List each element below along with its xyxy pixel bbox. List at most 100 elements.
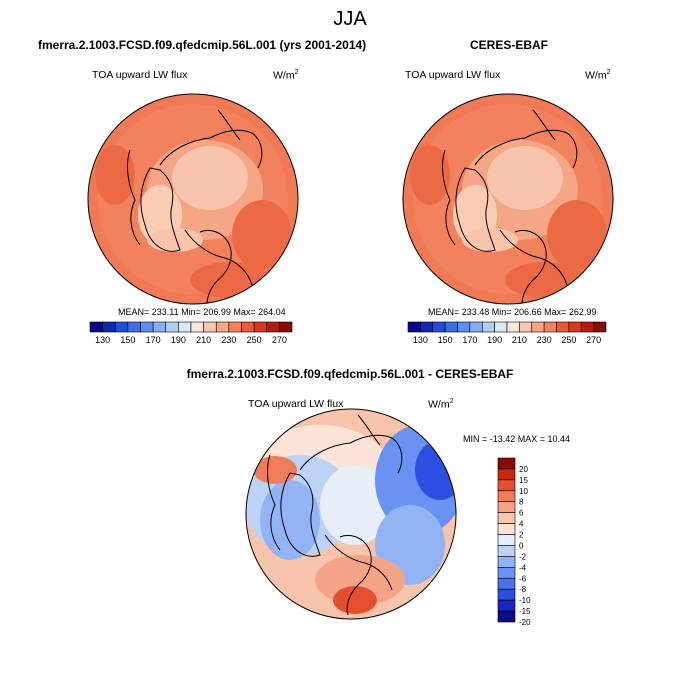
colorbar-diff-tick-label: -6 — [519, 574, 527, 583]
coastlines-diff — [267, 414, 403, 616]
colorbar-diff-swatch — [497, 556, 516, 568]
colorbar-obs-tick-label: 150 — [438, 335, 453, 345]
colorbar-model-swatch — [279, 321, 293, 333]
colorbar-model-swatch — [178, 321, 192, 333]
colorbar-model-swatch — [241, 321, 255, 333]
colorbar-obs-swatch — [407, 321, 421, 333]
colorbar-diff: 20 15 10 8 6 4 20 -2 -4 -6 -8 -10 -15 -20 — [497, 457, 531, 627]
colorbar-diff-swatch — [497, 545, 516, 557]
colorbar-diff-tick-label: -20 — [519, 618, 531, 627]
colorbar-obs-swatch — [469, 321, 483, 333]
colorbar-diff-swatch — [497, 567, 516, 579]
colorbar-diff-swatch — [497, 501, 516, 513]
colorbar-obs-swatch — [444, 321, 458, 333]
map-border-diff — [245, 408, 457, 620]
colorbar-model-swatch — [89, 321, 103, 333]
colorbar-obs-tick-label: 230 — [537, 335, 552, 345]
colorbar-obs-swatch — [494, 321, 508, 333]
panel-title-model: fmerra.2.1003.FCSD.f09.qfedcmip.56L.001 … — [38, 38, 367, 52]
colorbar-obs-tick-label: 270 — [586, 335, 601, 345]
colorbar-obs-swatch — [481, 321, 495, 333]
coastlines-model — [127, 109, 263, 304]
colorbar-obs-tick-label: 170 — [462, 335, 477, 345]
colorbar-diff-tick-label: -15 — [519, 607, 531, 616]
stats-diff: MIN = -13.42 MAX = 10.44 — [463, 434, 571, 444]
colorbar-model-tick-label: 250 — [247, 335, 262, 345]
colorbar-diff-tick-label: -4 — [519, 563, 527, 572]
colorbar-model-tick-label: 270 — [272, 335, 287, 345]
colorbar-model-tick-label: 210 — [196, 335, 211, 345]
units-label-obs: W/m2 — [585, 69, 611, 82]
colorbar-model-swatch — [102, 321, 116, 333]
colorbar-diff-swatch — [497, 599, 516, 612]
main-title: JJA — [333, 8, 367, 30]
colorbar-diff-tick-label: -2 — [519, 552, 527, 561]
colorbar-obs-swatch — [420, 321, 434, 333]
colorbar-model-swatch — [114, 321, 129, 333]
colorbar-diff-tick-label: 0 — [519, 541, 524, 550]
colorbar-diff-tick-label: 20 — [519, 465, 528, 474]
colorbar-model-tick-label: 170 — [146, 335, 161, 345]
colorbar-diff-swatch — [497, 588, 516, 601]
colorbar-model-swatch — [165, 321, 179, 333]
colorbar-obs-swatch — [506, 321, 520, 333]
colorbar-obs-swatch — [568, 321, 582, 333]
colorbar-diff-tick-label: 2 — [519, 531, 524, 540]
colorbar-model-swatch — [228, 321, 242, 333]
colorbar-obs-tick-label: 130 — [413, 335, 428, 345]
polar-map-diff — [246, 409, 456, 619]
colorbar-diff-swatch — [497, 490, 516, 503]
units-label-diff: W/m2 — [428, 398, 454, 411]
colorbar-obs-tick-label: 190 — [487, 335, 502, 345]
colorbar-obs-swatch — [457, 321, 471, 333]
colorbar-model: 130 150 170 190 210 230 250 270 — [89, 321, 293, 345]
colorbar-diff-tick-label: 15 — [519, 476, 528, 485]
colorbar-model-tick-label: 130 — [95, 335, 110, 345]
units-label-model: W/m2 — [273, 69, 299, 82]
colorbar-model-swatch — [127, 321, 141, 333]
variable-label-model: TOA upward LW flux — [92, 69, 188, 81]
map-border-obs — [402, 93, 614, 305]
polar-map-obs — [403, 94, 613, 304]
map-border-model — [87, 93, 299, 305]
colorbar-diff-tick-label: -10 — [519, 596, 531, 605]
colorbar-obs-swatch — [432, 321, 446, 333]
colorbar-model-swatch — [190, 321, 204, 333]
panel-title-diff: fmerra.2.1003.FCSD.f09.qfedcmip.56L.001 … — [186, 367, 514, 381]
colorbar-diff-tick-label: 4 — [519, 520, 524, 529]
colorbar-obs-tick-label: 210 — [512, 335, 527, 345]
colorbar-diff-swatch — [497, 523, 516, 535]
colorbar-diff-tick-label: 6 — [519, 509, 524, 518]
colorbar-obs-swatch — [519, 321, 533, 333]
colorbar-obs-swatch — [543, 321, 557, 333]
colorbar-obs-swatch — [531, 321, 545, 333]
colorbar-obs-swatch — [593, 321, 607, 333]
colorbar-model-swatch — [152, 321, 167, 333]
colorbar-obs-swatch — [580, 321, 594, 333]
colorbar-model-tick-label: 150 — [120, 335, 135, 345]
variable-label-diff: TOA upward LW flux — [248, 398, 344, 410]
colorbar-model-swatch — [253, 321, 268, 333]
colorbar-diff-swatch — [497, 468, 516, 481]
colorbar-diff-swatch — [497, 610, 516, 623]
panel-title-obs: CERES-EBAF — [470, 38, 549, 52]
variable-label-obs: TOA upward LW flux — [405, 69, 501, 81]
stats-obs: MEAN= 233.48 Min= 206.66 Max= 262.99 — [428, 307, 597, 317]
colorbar-model-tick-label: 230 — [221, 335, 236, 345]
colorbar-model-tick-label: 190 — [171, 335, 186, 345]
colorbar-diff-tick-label: 10 — [519, 487, 528, 496]
colorbar-obs: 130 150 170 190 210 230 250 270 — [407, 321, 607, 345]
colorbar-model-swatch — [266, 321, 280, 333]
colorbar-diff-tick-label: 8 — [519, 498, 524, 507]
colorbar-model-swatch — [215, 321, 230, 333]
colorbar-diff-swatch — [497, 577, 516, 590]
colorbar-model-swatch — [203, 321, 217, 333]
colorbar-diff-swatch — [497, 479, 516, 492]
colorbar-diff-swatch — [497, 457, 516, 470]
colorbar-model-swatch — [140, 321, 154, 333]
polar-map-model — [88, 94, 298, 304]
colorbar-obs-swatch — [556, 321, 570, 333]
colorbar-obs-tick-label: 250 — [561, 335, 576, 345]
coastlines-obs — [442, 109, 578, 304]
